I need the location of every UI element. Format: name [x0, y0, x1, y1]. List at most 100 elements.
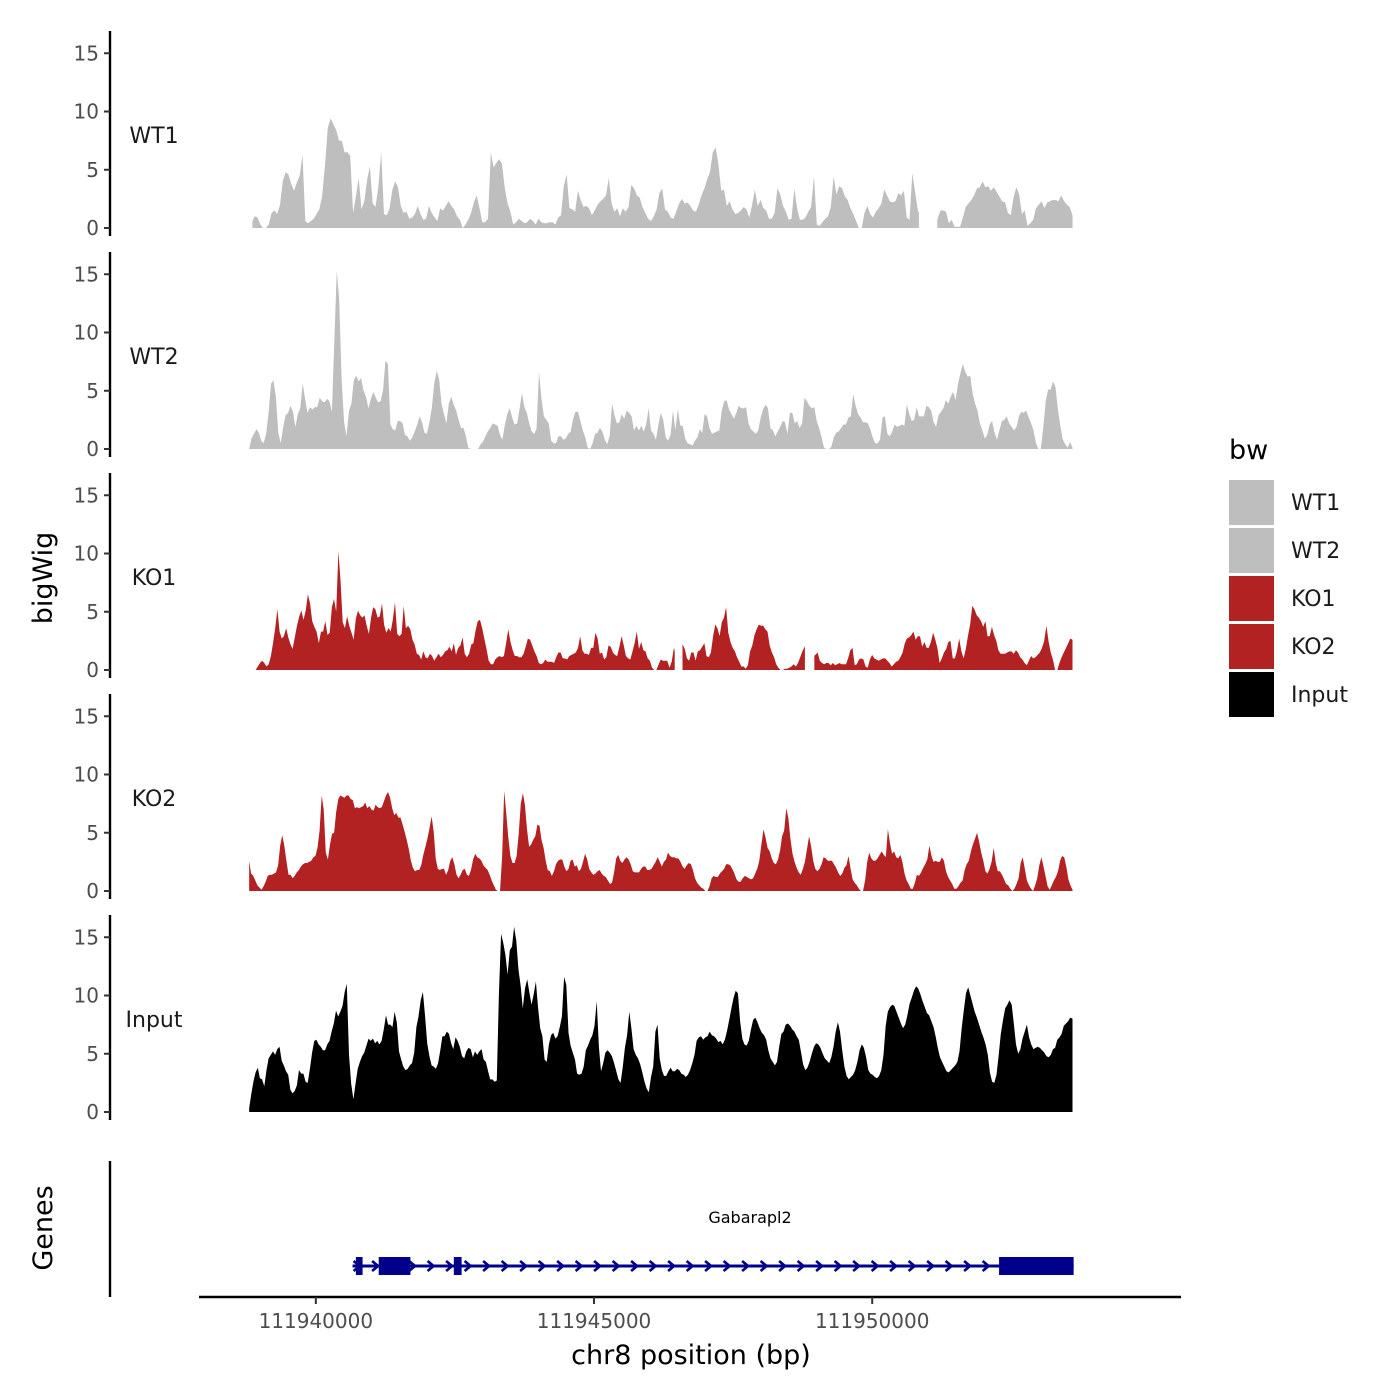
strand-arrow [371, 1260, 381, 1272]
y-axis-title: bigWig [28, 532, 59, 625]
legend-entry-wt2: WT2 [1229, 528, 1340, 573]
track-ko1: 0 5 10 15 KO1 [74, 473, 1073, 682]
gene-panel: Gabarapl2 [108, 1161, 1074, 1297]
strand-arrow [778, 1260, 788, 1272]
legend-label: Input [1291, 683, 1348, 708]
gene-model [352, 1257, 1074, 1275]
y-tick-label: 15 [74, 925, 99, 949]
coverage-area-wt2 [249, 270, 1073, 449]
track-ko2: 0 5 10 15 KO2 [74, 694, 1073, 903]
strand-arrow [630, 1260, 640, 1272]
strand-arrow [593, 1260, 603, 1272]
track-label: WT2 [129, 345, 178, 370]
legend-swatch [1229, 576, 1274, 621]
legend-entry-ko2: KO2 [1229, 624, 1336, 669]
strand-arrow [963, 1260, 973, 1272]
strand-arrow [926, 1260, 936, 1272]
legend-entry-ko1: KO1 [1229, 576, 1336, 621]
strand-arrow [759, 1260, 769, 1272]
legend-label: KO1 [1291, 587, 1336, 612]
gene-exon [999, 1257, 1074, 1275]
y-tick-label: 15 [74, 483, 99, 507]
legend: bw WT1 WT2 KO1 KO2 Input [1229, 435, 1348, 717]
coverage-area-wt1 [252, 118, 1073, 228]
strand-arrow [574, 1260, 584, 1272]
strand-arrow [685, 1260, 695, 1272]
strand-arrow [482, 1260, 492, 1272]
strand-arrow [944, 1260, 954, 1272]
legend-label: WT2 [1291, 539, 1340, 564]
strand-arrow [889, 1260, 899, 1272]
y-tick-label: 0 [86, 658, 99, 682]
gene-exon [453, 1257, 462, 1275]
track-label: KO2 [132, 787, 177, 812]
strand-arrow [611, 1260, 621, 1272]
x-tick-label: 111940000 [259, 1309, 374, 1333]
strand-arrow [981, 1260, 991, 1272]
y-tick-label: 10 [74, 100, 99, 124]
y-tick-label: 0 [86, 1100, 99, 1124]
y-tick-label: 15 [74, 262, 99, 286]
strand-arrow [426, 1260, 436, 1272]
strand-arrow [796, 1260, 806, 1272]
x-axis-title: chr8 position (bp) [571, 1340, 811, 1371]
y-tick-label: 5 [86, 821, 99, 845]
y-tick-label: 0 [86, 437, 99, 461]
y-tick-label: 0 [86, 216, 99, 240]
y-tick-label: 10 [74, 984, 99, 1008]
x-tick-label: 111945000 [537, 1309, 652, 1333]
gene-exon [355, 1257, 363, 1275]
genes-axis-title: Genes [28, 1185, 59, 1270]
y-tick-label: 15 [74, 704, 99, 728]
legend-title: bw [1229, 435, 1268, 466]
y-tick-label: 10 [74, 321, 99, 345]
y-tick-label: 10 [74, 763, 99, 787]
gene-exon [378, 1257, 411, 1275]
y-tick-label: 10 [74, 542, 99, 566]
legend-swatch [1229, 624, 1274, 669]
track-label: Input [126, 1008, 183, 1033]
strand-arrow [704, 1260, 714, 1272]
legend-entries: WT1 WT2 KO1 KO2 Input [1229, 480, 1348, 717]
strand-arrow [408, 1260, 418, 1272]
track-wt2: 0 5 10 15 WT2 [74, 252, 1073, 461]
x-axis: 111940000 111945000 111950000 [199, 1295, 1181, 1333]
coverage-tracks: 0 5 10 15 WT1 0 5 10 15 WT2 0 5 10 15 KO1 0 5 10 15 KO2 0 5 10… [74, 31, 1073, 1124]
strand-arrow [500, 1260, 510, 1272]
legend-label: WT1 [1291, 491, 1340, 516]
coverage-area-ko2 [249, 790, 1073, 891]
strand-arrow [852, 1260, 862, 1272]
coverage-area-input [249, 926, 1073, 1112]
strand-arrow [815, 1260, 825, 1272]
strand-arrow [870, 1260, 880, 1272]
track-wt1: 0 5 10 15 WT1 [74, 31, 1073, 240]
strand-arrow [445, 1260, 455, 1272]
strand-arrow [519, 1260, 529, 1272]
y-tick-label: 5 [86, 600, 99, 624]
legend-swatch [1229, 528, 1274, 573]
track-label: KO1 [132, 566, 177, 591]
y-tick-label: 5 [86, 158, 99, 182]
y-tick-label: 0 [86, 879, 99, 903]
y-tick-label: 5 [86, 1042, 99, 1066]
legend-swatch [1229, 480, 1274, 525]
strand-arrow [648, 1260, 658, 1272]
strand-arrow [667, 1260, 677, 1272]
track-label: WT1 [129, 124, 178, 149]
strand-arrow [741, 1260, 751, 1272]
strand-arrow [833, 1260, 843, 1272]
strand-arrow [722, 1260, 732, 1272]
x-tick-label: 111950000 [815, 1309, 930, 1333]
strand-arrow [556, 1260, 566, 1272]
gene-label: Gabarapl2 [708, 1208, 791, 1227]
track-input: 0 5 10 15 Input [74, 915, 1073, 1124]
legend-swatch [1229, 672, 1274, 717]
legend-entry-input: Input [1229, 672, 1348, 717]
strand-arrow [463, 1260, 473, 1272]
legend-entry-wt1: WT1 [1229, 480, 1340, 525]
strand-arrow [907, 1260, 917, 1272]
coverage-area-ko1 [254, 551, 1073, 670]
y-tick-label: 15 [74, 41, 99, 65]
y-tick-label: 5 [86, 379, 99, 403]
strand-arrow [537, 1260, 547, 1272]
